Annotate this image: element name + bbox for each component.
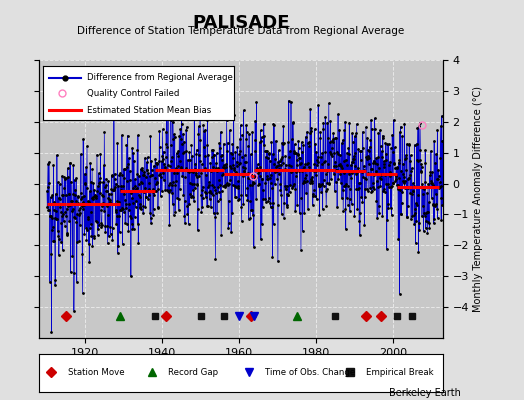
Text: Difference from Regional Average: Difference from Regional Average (87, 73, 233, 82)
Text: Difference of Station Temperature Data from Regional Average: Difference of Station Temperature Data f… (78, 26, 405, 36)
Text: Empirical Break: Empirical Break (366, 368, 434, 377)
Text: Station Move: Station Move (68, 368, 124, 377)
Text: Time of Obs. Change: Time of Obs. Change (265, 368, 355, 377)
Text: Record Gap: Record Gap (168, 368, 219, 377)
Text: Quality Control Failed: Quality Control Failed (87, 88, 179, 98)
Text: Berkeley Earth: Berkeley Earth (389, 388, 461, 398)
Text: PALISADE: PALISADE (192, 14, 290, 32)
Y-axis label: Monthly Temperature Anomaly Difference (°C): Monthly Temperature Anomaly Difference (… (473, 86, 483, 312)
Text: Estimated Station Mean Bias: Estimated Station Mean Bias (87, 106, 211, 115)
